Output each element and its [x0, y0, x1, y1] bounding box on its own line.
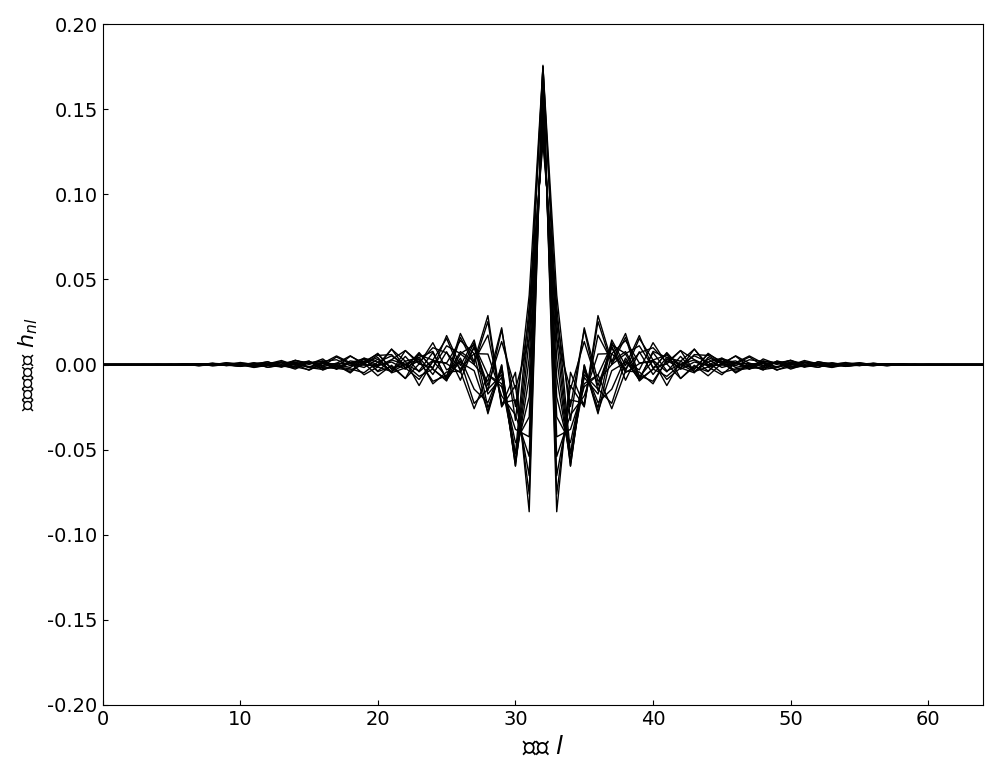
Y-axis label: 滤波器系数 $h_{nl}$: 滤波器系数 $h_{nl}$	[17, 318, 40, 412]
X-axis label: 序号 $l$: 序号 $l$	[522, 735, 564, 758]
